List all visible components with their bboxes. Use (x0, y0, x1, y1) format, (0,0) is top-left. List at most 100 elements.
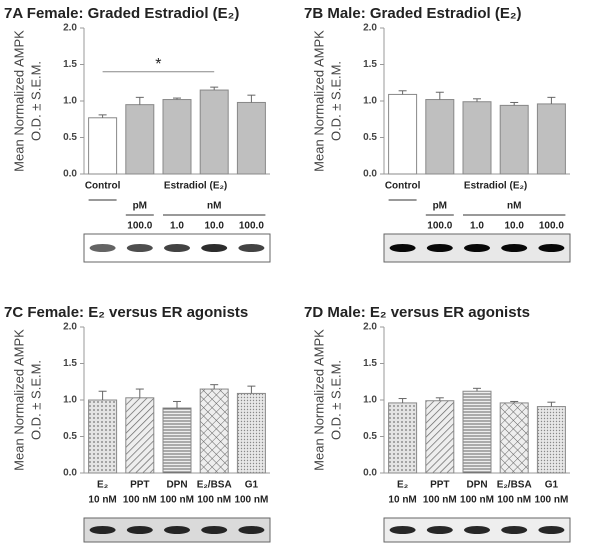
blot-band (464, 244, 490, 252)
y-axis-label: O.D. ± S.E.M. (28, 61, 43, 141)
bar (425, 400, 455, 474)
panel-title: 7C Female: E₂ versus ER agonists (4, 304, 248, 321)
y-tick-label: 0.0 (363, 169, 377, 180)
unit-label: nM (507, 201, 521, 212)
y-tick-label: 2.0 (363, 23, 377, 34)
blot-band (238, 244, 265, 252)
y-tick-label: 1.5 (63, 358, 77, 369)
bar (236, 101, 266, 175)
x-tick-label: E₂ (97, 480, 108, 491)
blot-band (501, 244, 528, 252)
blot-band (201, 526, 228, 534)
bar (88, 399, 118, 474)
y-tick-label: 0.0 (63, 468, 77, 479)
x-tick-label: 1.0 (170, 221, 184, 232)
y-tick-label: 2.0 (63, 23, 77, 34)
dose-label: 100 nM (234, 495, 268, 506)
x-tick-label: E₂/BSA (497, 480, 532, 491)
dose-label: 100 nM (160, 495, 194, 506)
y-tick-label: 1.5 (363, 358, 377, 369)
bar (462, 101, 492, 175)
y-tick-label: 0.0 (363, 468, 377, 479)
y-axis-label: Mean Normalized AMPK (11, 30, 26, 172)
y-tick-label: 0.5 (63, 431, 77, 442)
bar (499, 402, 529, 474)
y-tick-label: 2.0 (63, 322, 77, 333)
bar (425, 99, 455, 175)
unit-label: nM (207, 201, 221, 212)
dose-label: 100 nM (497, 495, 531, 506)
y-tick-label: 1.5 (63, 59, 77, 70)
dose-label: 100 nM (460, 495, 494, 506)
dose-label: 100 nM (423, 495, 457, 506)
x-tick-label: DPN (166, 480, 187, 491)
dose-label: 100 nM (123, 495, 157, 506)
y-axis-label: O.D. ± S.E.M. (28, 360, 43, 440)
dose-label: 10 nM (388, 495, 416, 506)
x-tick-label: 1.0 (470, 221, 484, 232)
blot-band (389, 244, 416, 252)
y-axis-label: O.D. ± S.E.M. (328, 61, 343, 141)
y-axis-label: Mean Normalized AMPK (11, 329, 26, 471)
blot-band (426, 244, 453, 252)
blot-band (126, 244, 153, 252)
group-label: Estradiol (E₂) (164, 181, 227, 192)
y-tick-label: 1.5 (363, 59, 377, 70)
x-tick-label: 10.0 (504, 221, 524, 232)
y-tick-label: 1.0 (363, 96, 377, 107)
x-tick-label: 100.0 (239, 221, 264, 232)
y-axis-label: Mean Normalized AMPK (311, 329, 326, 471)
x-tick-label: 100.0 (127, 221, 152, 232)
blot-band (126, 526, 153, 534)
y-tick-label: 0.5 (63, 132, 77, 143)
dose-label: 10 nM (88, 495, 116, 506)
y-axis-label: O.D. ± S.E.M. (328, 360, 343, 440)
bar (499, 104, 529, 175)
y-tick-label: 0.5 (363, 132, 377, 143)
panel-title: 7D Male: E₂ versus ER agonists (304, 304, 530, 321)
y-tick-label: 0.0 (63, 169, 77, 180)
x-tick-label: 100.0 (539, 221, 564, 232)
blot-band (389, 526, 416, 534)
x-tick-label: DPN (466, 480, 487, 491)
dose-label: 100 nM (534, 495, 568, 506)
bar (162, 407, 192, 474)
significance-marker: * (155, 56, 161, 73)
group-label: Estradiol (E₂) (464, 181, 527, 192)
blot-band (201, 244, 228, 252)
x-tick-label: E₂ (397, 480, 408, 491)
y-tick-label: 2.0 (363, 322, 377, 333)
x-tick-label: PPT (430, 480, 449, 491)
bar (88, 117, 118, 175)
bar (199, 388, 229, 474)
x-tick-label: 100.0 (427, 221, 452, 232)
blot-band (164, 526, 190, 534)
bar (536, 406, 566, 474)
bar (462, 390, 492, 474)
y-tick-label: 1.0 (63, 96, 77, 107)
blot-band (538, 244, 565, 252)
dose-label: 100 nM (197, 495, 231, 506)
bar (199, 89, 229, 175)
x-tick-label: E₂/BSA (197, 480, 232, 491)
group-label: Control (85, 181, 121, 192)
unit-label: pM (133, 201, 147, 212)
x-tick-label: G1 (245, 480, 259, 491)
x-tick-label: PPT (130, 480, 149, 491)
bar (236, 392, 266, 474)
y-tick-label: 1.0 (363, 395, 377, 406)
bar (125, 104, 155, 175)
blot-band (89, 526, 116, 534)
bar (388, 93, 418, 175)
blot-band (89, 244, 116, 252)
y-tick-label: 1.0 (63, 395, 77, 406)
bar (162, 99, 192, 175)
blot-band (238, 526, 265, 534)
blot-band (164, 244, 190, 252)
blot-band (501, 526, 528, 534)
blot-band (538, 526, 565, 534)
bar (125, 397, 155, 474)
bar (536, 103, 566, 175)
x-tick-label: 10.0 (204, 221, 224, 232)
